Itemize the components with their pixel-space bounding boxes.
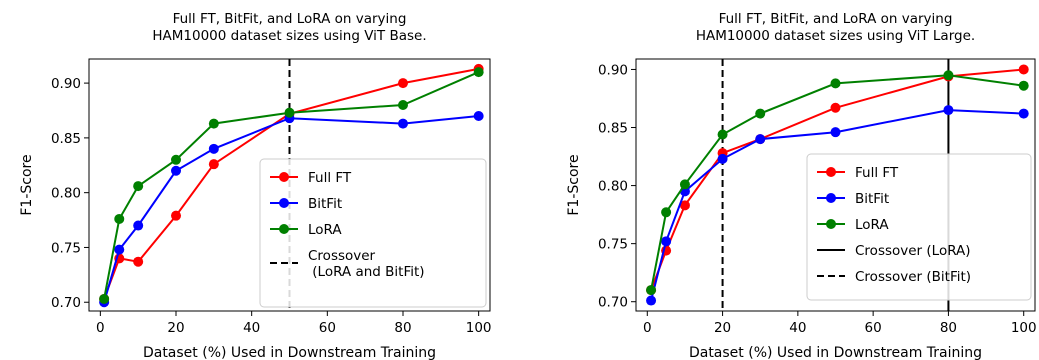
- y-tick-label: 0.85: [51, 131, 81, 147]
- legend-swatch-marker: [826, 219, 836, 229]
- data-point: [171, 210, 182, 221]
- data-point: [133, 220, 144, 231]
- data-point: [397, 100, 408, 111]
- legend-label: BitFit: [855, 191, 889, 207]
- data-point: [1018, 108, 1029, 119]
- data-point: [208, 159, 219, 170]
- y-tick-label: 0.70: [51, 295, 81, 311]
- x-axis-label: Dataset (%) Used in Downstream Training: [143, 345, 436, 360]
- y-tick-label: 0.75: [51, 240, 81, 256]
- data-point: [208, 143, 219, 154]
- legend-label: LoRA: [308, 222, 342, 238]
- data-point: [679, 179, 690, 190]
- x-axis-label: Dataset (%) Used in Downstream Training: [689, 345, 982, 360]
- series-line-lora: [103, 71, 480, 300]
- data-point: [1018, 64, 1029, 75]
- data-point: [284, 107, 295, 118]
- data-point: [208, 118, 219, 129]
- x-tick-label: 60: [319, 320, 336, 336]
- x-tick-label: 40: [789, 320, 806, 336]
- data-point: [646, 295, 657, 306]
- data-point: [473, 67, 484, 78]
- data-point: [661, 207, 672, 218]
- data-point: [133, 256, 144, 267]
- x-tick-label: 80: [394, 320, 411, 336]
- data-point: [99, 293, 110, 304]
- y-tick-label: 0.90: [51, 76, 81, 92]
- y-tick-label: 0.90: [598, 62, 628, 78]
- series-line-bitfit: [650, 109, 1024, 301]
- chart-title-line: Full FT, BitFit, and LoRA on varying: [173, 11, 407, 27]
- legend-label: BitFit: [308, 196, 342, 212]
- data-point: [646, 285, 657, 296]
- chart-1: Full FT, BitFit, and LoRA on varyingHAM1…: [19, 11, 492, 360]
- legend-box: [259, 158, 487, 308]
- data-point: [943, 70, 954, 81]
- data-point: [943, 105, 954, 116]
- y-tick-label: 0.75: [598, 237, 628, 253]
- legend-swatch-marker: [279, 224, 289, 234]
- series-line-bitfit: [103, 115, 479, 303]
- x-tick-label: 0: [96, 320, 105, 336]
- legend-label: Crossover (BitFit): [855, 269, 971, 285]
- legend-swatch-marker: [279, 198, 289, 208]
- plot-frame: [635, 58, 1036, 312]
- data-point: [717, 153, 728, 164]
- legend-swatch-marker: [279, 172, 289, 182]
- legend-box: [806, 153, 1032, 301]
- legend-swatch-marker: [826, 193, 836, 203]
- data-point: [661, 236, 672, 247]
- data-point: [679, 200, 690, 211]
- x-tick-label: 40: [243, 320, 260, 336]
- legend-label: Crossover: [308, 248, 376, 264]
- data-point: [473, 110, 484, 121]
- y-tick-label: 0.85: [598, 121, 628, 137]
- data-point: [717, 129, 728, 140]
- data-point: [171, 154, 182, 165]
- data-point: [397, 78, 408, 89]
- x-tick-label: 20: [714, 320, 731, 336]
- series-line-lora: [650, 74, 1024, 291]
- legend-label: LoRA: [855, 217, 889, 233]
- data-point: [133, 181, 144, 192]
- data-point: [830, 78, 841, 89]
- legend: Full FT BitFit LoRA Crossover (LoRA) Crossov…: [806, 153, 1032, 301]
- x-tick-label: 60: [865, 320, 882, 336]
- y-tick-label: 0.80: [51, 186, 81, 202]
- legend-label: Crossover (LoRA): [855, 243, 971, 259]
- data-point: [1018, 80, 1029, 91]
- plot-frame: [88, 58, 491, 312]
- chart-title-line: HAM10000 dataset sizes using ViT Large.: [696, 28, 975, 44]
- x-tick-label: 80: [940, 320, 957, 336]
- y-tick-label: 0.70: [598, 295, 628, 311]
- y-tick-label: 0.80: [598, 179, 628, 195]
- data-point: [830, 102, 841, 113]
- x-tick-label: 100: [466, 320, 492, 336]
- chart-2: Full FT, BitFit, and LoRA on varyingHAM1…: [566, 11, 1037, 360]
- legend-label: Full FT: [308, 170, 352, 186]
- legend-swatch-marker: [826, 167, 836, 177]
- data-point: [171, 165, 182, 176]
- data-point: [114, 244, 125, 255]
- data-point: [830, 127, 841, 138]
- x-tick-label: 20: [167, 320, 184, 336]
- data-point: [755, 134, 766, 145]
- chart-title-line: HAM10000 dataset sizes using ViT Base.: [152, 28, 426, 44]
- legend-label: (LoRA and BitFit): [308, 264, 425, 280]
- y-axis-label: F1-Score: [19, 154, 35, 215]
- data-point: [397, 118, 408, 129]
- data-point: [755, 108, 766, 119]
- legend-label: Full FT: [855, 165, 899, 181]
- x-tick-label: 100: [1011, 320, 1037, 336]
- data-point: [114, 213, 125, 224]
- chart-title-line: Full FT, BitFit, and LoRA on varying: [719, 11, 953, 27]
- x-tick-label: 0: [643, 320, 652, 336]
- y-axis-label: F1-Score: [566, 154, 582, 215]
- legend: Full FT BitFit LoRA Crossover (LoRA and Bit…: [259, 158, 487, 308]
